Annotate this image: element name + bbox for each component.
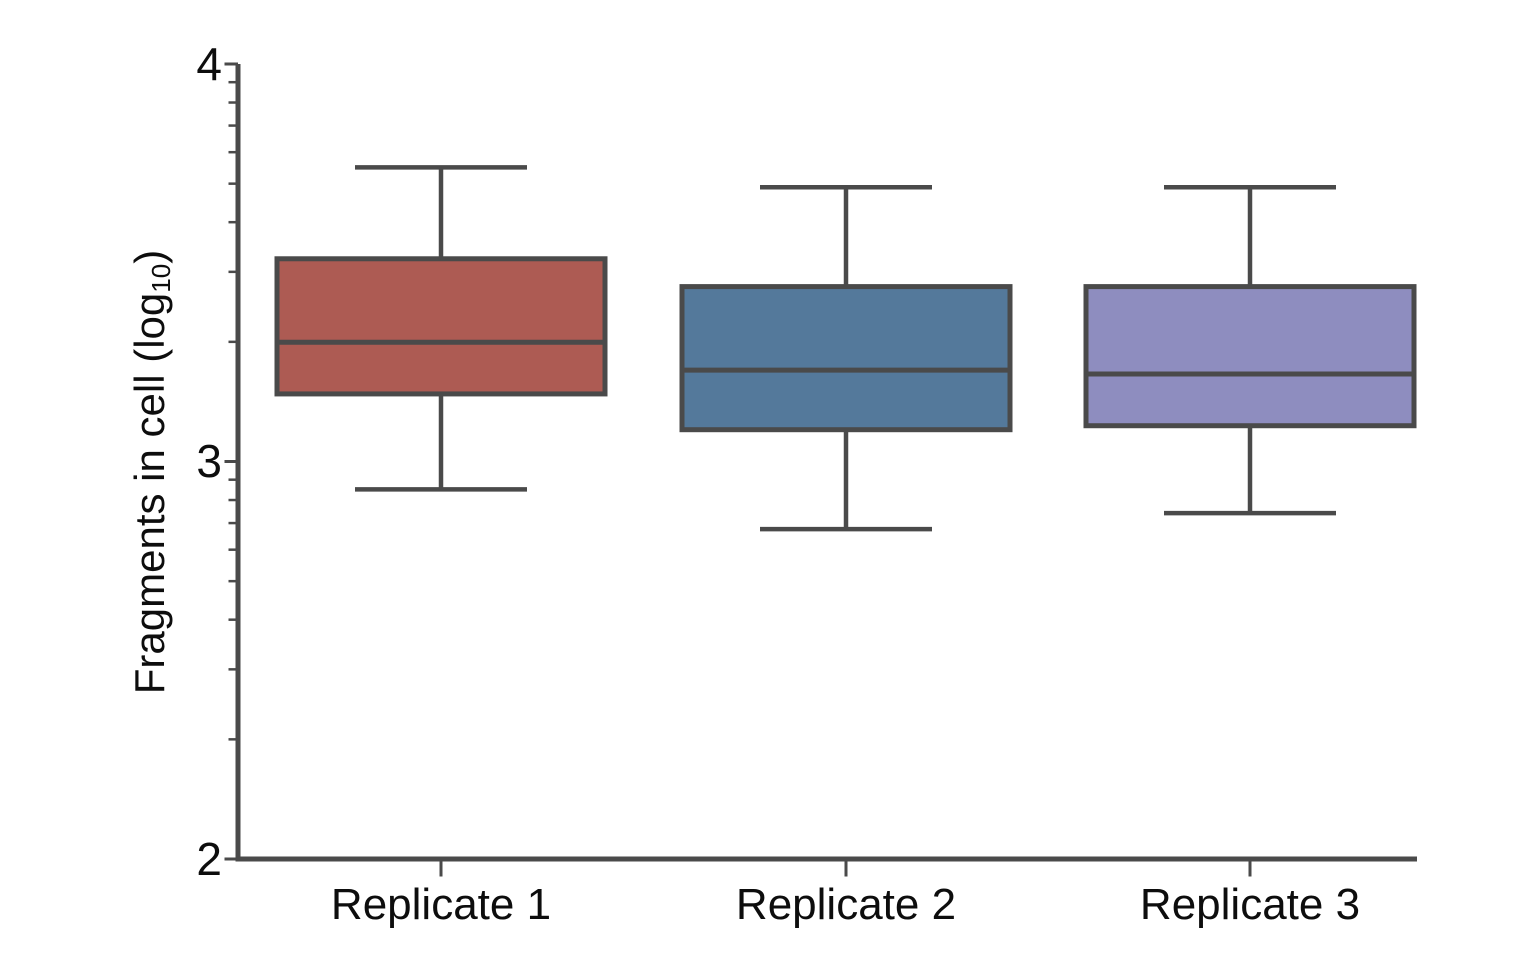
y-axis xyxy=(224,62,241,862)
x-axis xyxy=(235,856,1417,877)
y-axis-title: Fragments in cell (log10) xyxy=(122,122,178,822)
boxplot-replicate-3 xyxy=(1083,184,1417,516)
y-axis-title-suffix: ) xyxy=(126,249,173,264)
boxplot-replicate-1 xyxy=(274,165,608,492)
x-tick-label-replicate-1: Replicate 1 xyxy=(330,880,552,929)
y-axis-title-text: Fragments in cell (log xyxy=(126,292,173,695)
boxplot-replicate-2 xyxy=(679,184,1013,532)
box-group xyxy=(274,165,1417,532)
y-tick-label-4: 4 xyxy=(196,38,222,90)
iqr-box xyxy=(679,284,1013,433)
iqr-box xyxy=(1083,284,1417,429)
x-tick-label-replicate-3: Replicate 3 xyxy=(1139,880,1361,929)
y-axis-title-subscript: 10 xyxy=(145,263,176,293)
y-tick-label-2: 2 xyxy=(196,833,222,885)
x-tick-label-replicate-2: Replicate 2 xyxy=(735,880,957,929)
y-tick-label-3: 3 xyxy=(196,435,222,487)
iqr-box xyxy=(274,256,608,397)
